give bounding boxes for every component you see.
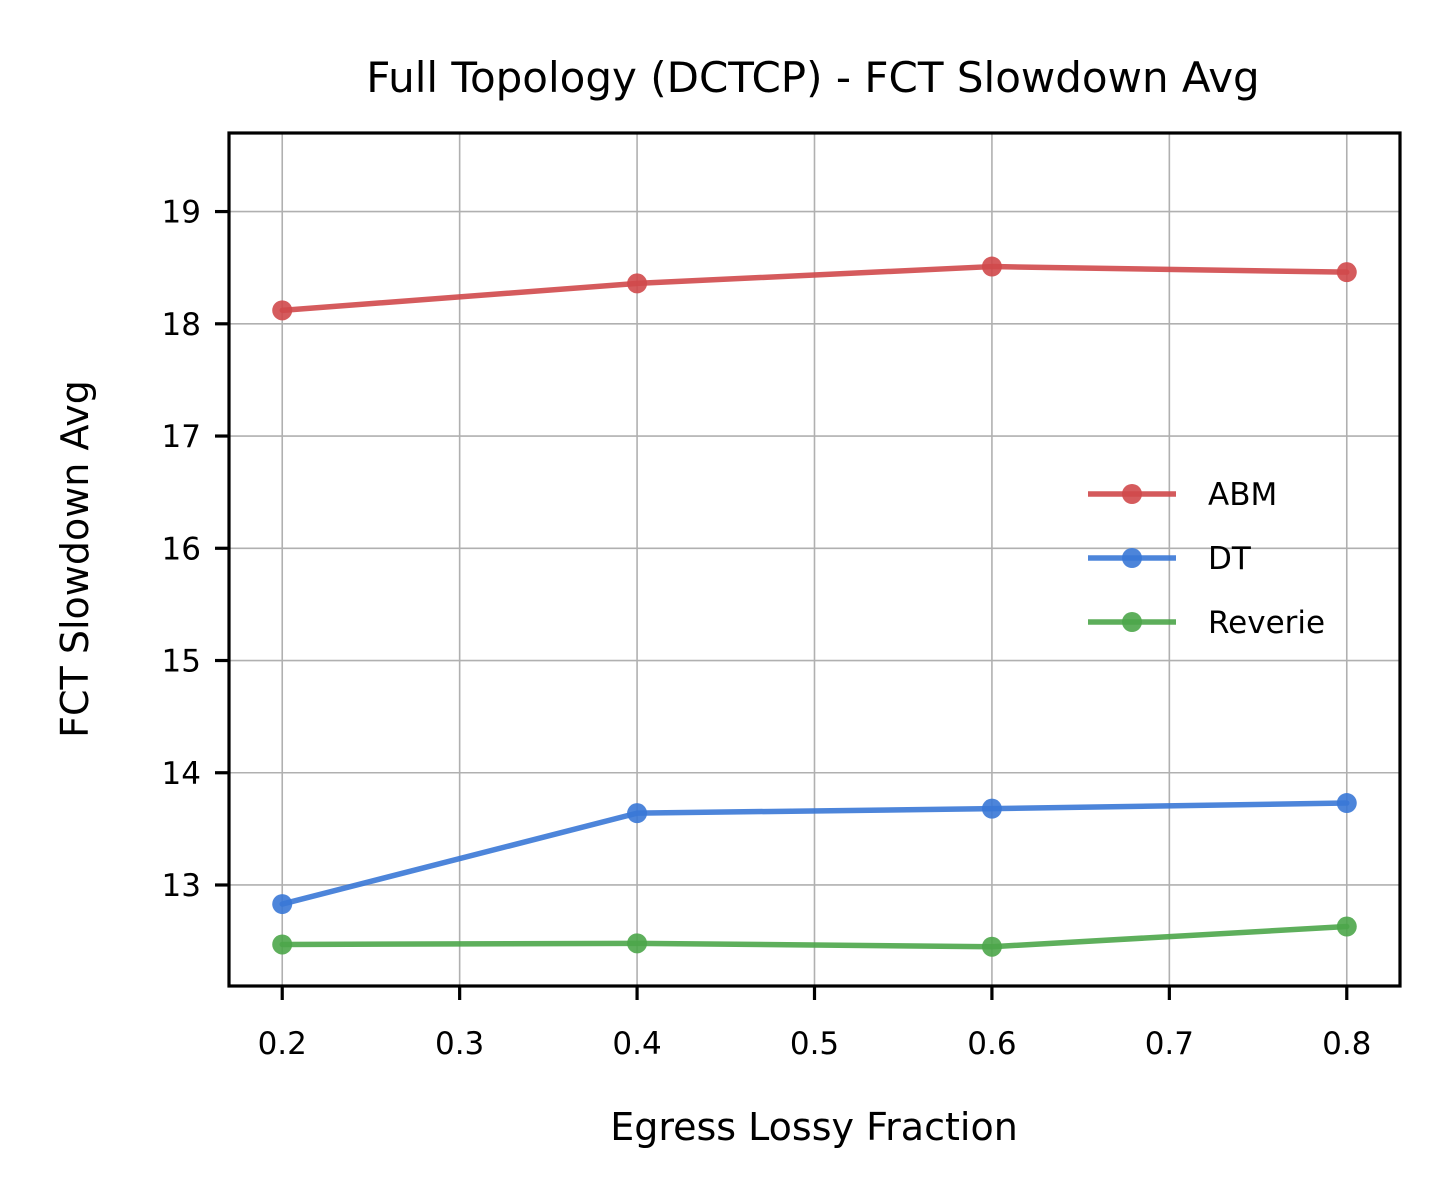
x-tick-label: 0.6 [967, 1026, 1016, 1062]
legend: ABM DT Reverie [1088, 477, 1325, 641]
series-line-dt [279, 800, 1350, 907]
y-tick-label: 16 [162, 531, 201, 567]
data-point-abm [1336, 262, 1357, 283]
data-point-reverie [627, 933, 648, 954]
legend-label-abm: ABM [1208, 477, 1277, 513]
data-point-abm [272, 300, 293, 321]
data-point-reverie [981, 936, 1002, 957]
chart-title: Full Topology (DCTCP) - FCT Slowdown Avg [366, 53, 1259, 102]
y-tick-label: 19 [162, 195, 201, 231]
x-tick-label: 0.2 [258, 1026, 307, 1062]
x-axis-label: Egress Lossy Fraction [610, 1105, 1018, 1149]
x-tick-label: 0.5 [790, 1026, 839, 1062]
series-line-abm [279, 263, 1350, 314]
legend-marker-reverie [1122, 612, 1142, 632]
data-point-abm [981, 256, 1002, 277]
data-point-dt [1336, 793, 1357, 814]
data-point-reverie [272, 934, 293, 955]
data-series [272, 256, 1357, 957]
y-axis-label: FCT Slowdown Avg [53, 380, 97, 738]
x-tick-label: 0.8 [1322, 1026, 1371, 1062]
y-tick-label: 14 [162, 756, 201, 792]
x-tick-label: 0.3 [435, 1026, 484, 1062]
axis-ticks: 0.2 0.3 0.4 0.5 0.6 0.7 0.8 13 14 15 16 17 18 19 [162, 195, 1372, 1062]
y-tick-label: 15 [162, 644, 201, 680]
legend-marker-dt [1122, 548, 1142, 568]
data-point-abm [627, 273, 648, 294]
y-tick-label: 18 [162, 307, 201, 343]
data-point-dt [627, 803, 648, 824]
legend-label-dt: DT [1208, 541, 1252, 577]
x-tick-label: 0.7 [1145, 1026, 1194, 1062]
y-tick-label: 17 [162, 419, 201, 455]
x-tick-label: 0.4 [612, 1026, 661, 1062]
data-point-reverie [1336, 916, 1357, 937]
legend-label-reverie: Reverie [1208, 605, 1325, 641]
series-line-reverie [279, 923, 1350, 950]
legend-marker-abm [1122, 484, 1142, 504]
plot-frame [227, 131, 1402, 988]
y-tick-label: 13 [162, 868, 201, 904]
data-point-dt [981, 798, 1002, 819]
data-point-dt [272, 894, 293, 915]
